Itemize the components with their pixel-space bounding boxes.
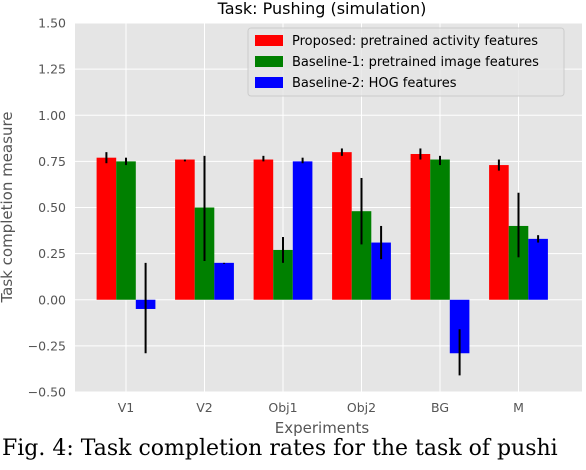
bar — [449, 299, 470, 354]
y-tick-label: 1.00 — [38, 108, 66, 123]
legend-label-baseline-1: Baseline-1: pretrained image features — [292, 55, 539, 70]
bar-chart: −0.50 −0.25 0.00 0.25 0.50 0.75 1.00 1.25 1.50 V… — [0, 0, 582, 436]
bar — [116, 161, 136, 300]
x-tick-label: BG — [431, 400, 449, 415]
x-tick-label: Obj2 — [347, 400, 376, 415]
y-tick-label: 1.50 — [38, 16, 66, 31]
bar — [508, 225, 529, 300]
legend-label-baseline-2: Baseline-2: HOG features — [292, 76, 457, 91]
y-tick-label: 1.25 — [38, 62, 66, 77]
figure-caption: Fig. 4: Task completion rates for the ta… — [2, 436, 558, 461]
legend-swatch-baseline-1 — [255, 56, 283, 67]
bar — [489, 165, 509, 300]
chart-title: Task: Pushing (simulation) — [217, 0, 427, 18]
bar — [351, 211, 372, 300]
error-bars — [105, 148, 540, 376]
y-tick-label: 0.50 — [38, 200, 66, 215]
y-tick-label: 0.25 — [38, 246, 66, 261]
bar — [273, 249, 293, 300]
x-axis-label: Experiments — [275, 419, 370, 436]
legend-box — [247, 27, 565, 97]
legend-swatch-proposed — [255, 35, 283, 46]
bar — [253, 159, 274, 300]
x-tick-label: Obj1 — [268, 400, 297, 415]
bar — [214, 262, 234, 300]
y-ticks: −0.50 −0.25 0.00 0.25 0.50 0.75 1.00 1.25 1.50 — [28, 16, 66, 400]
legend-label-proposed: Proposed: pretrained activity features — [292, 34, 538, 49]
y-tick-label: −0.25 — [28, 338, 66, 353]
bar — [430, 159, 450, 300]
bar — [528, 238, 548, 300]
y-tick-label: −0.50 — [28, 385, 66, 400]
bar — [96, 157, 117, 300]
x-tick-label: V2 — [196, 400, 213, 415]
bar — [371, 242, 391, 300]
legend: Proposed: pretrained activity features B… — [247, 27, 565, 97]
bar — [332, 152, 352, 300]
y-tick-label: 0.00 — [38, 292, 66, 307]
y-axis-label: Task completion measure — [0, 111, 16, 303]
bar — [175, 159, 195, 300]
x-tick-label: M — [513, 400, 524, 415]
bar — [410, 153, 431, 300]
legend-swatch-baseline-2 — [255, 77, 283, 88]
y-tick-label: 0.75 — [38, 154, 66, 169]
x-ticks: V1 V2 Obj1 Obj2 BG M — [118, 400, 524, 415]
x-tick-label: V1 — [118, 400, 135, 415]
bars — [96, 152, 548, 354]
bar — [292, 161, 313, 300]
